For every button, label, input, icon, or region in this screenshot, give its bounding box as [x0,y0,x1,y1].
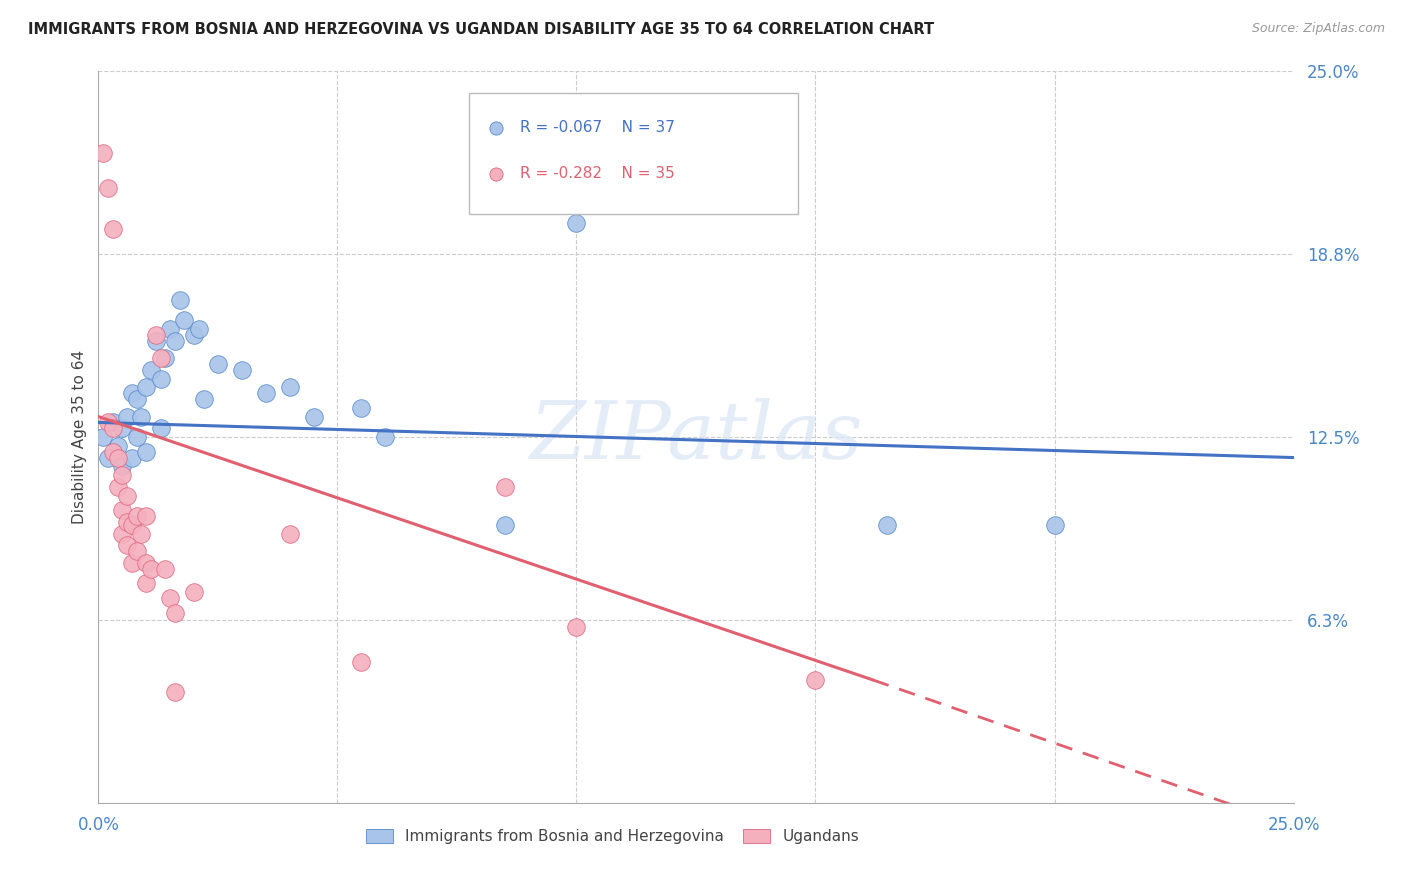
Point [91,146,114,161]
Point [101,222,124,236]
Point [278,380,301,394]
Point [163,606,186,620]
Text: R = -0.282    N = 35: R = -0.282 N = 35 [520,166,675,181]
Point [565,217,588,231]
Text: Source: ZipAtlas.com: Source: ZipAtlas.com [1251,22,1385,36]
Point [97,450,120,465]
Point [145,327,167,342]
Point [374,430,396,444]
Point [163,334,186,348]
Point [115,538,138,552]
Point [101,416,124,430]
Point [159,322,181,336]
Point [135,444,157,458]
Point [183,585,205,599]
Point [254,386,277,401]
Point [125,392,148,406]
Point [107,439,129,453]
Point [121,517,143,532]
Text: ZIPatlas: ZIPatlas [529,399,863,475]
Point [135,380,157,394]
Point [155,562,177,576]
Point [115,409,138,424]
Point [131,409,153,424]
Point [565,620,588,634]
Point [135,556,157,570]
Point [131,526,153,541]
Point [139,363,162,377]
Point [187,322,209,336]
Point [302,409,325,424]
Point [278,526,301,541]
Point [107,480,129,494]
Point [494,480,516,494]
Point [125,544,148,558]
Point [91,430,114,444]
Legend: Immigrants from Bosnia and Herzegovina, Ugandans: Immigrants from Bosnia and Herzegovina, … [360,822,865,850]
FancyBboxPatch shape [470,94,797,214]
Point [111,526,134,541]
Point [111,421,134,435]
Point [121,386,143,401]
Point [804,673,827,687]
Point [159,591,181,605]
Point [350,401,373,415]
Point [350,656,373,670]
Text: IMMIGRANTS FROM BOSNIA AND HERZEGOVINA VS UGANDAN DISABILITY AGE 35 TO 64 CORREL: IMMIGRANTS FROM BOSNIA AND HERZEGOVINA V… [28,22,934,37]
Point [101,421,124,435]
Point [121,450,143,465]
Point [149,371,172,385]
Point [139,562,162,576]
Point [207,357,229,371]
Point [149,351,172,365]
Point [115,515,138,529]
Text: R = -0.067    N = 37: R = -0.067 N = 37 [520,120,675,136]
Point [1043,517,1066,532]
Point [193,392,215,406]
Point [169,293,191,307]
Point [494,517,516,532]
Point [97,181,120,195]
Point [173,313,195,327]
Point [155,351,177,365]
Point [876,517,898,532]
Point [135,576,157,591]
Point [111,468,134,483]
Point [111,459,134,474]
Point [111,503,134,517]
Point [163,684,186,698]
Point [183,327,205,342]
Point [145,334,167,348]
Point [101,444,124,458]
Point [107,450,129,465]
Point [231,363,253,377]
Y-axis label: Disability Age 35 to 64: Disability Age 35 to 64 [72,350,87,524]
Point [149,421,172,435]
Point [97,416,120,430]
Point [115,489,138,503]
Point [125,430,148,444]
Point [125,509,148,524]
Point [121,556,143,570]
Point [135,509,157,524]
